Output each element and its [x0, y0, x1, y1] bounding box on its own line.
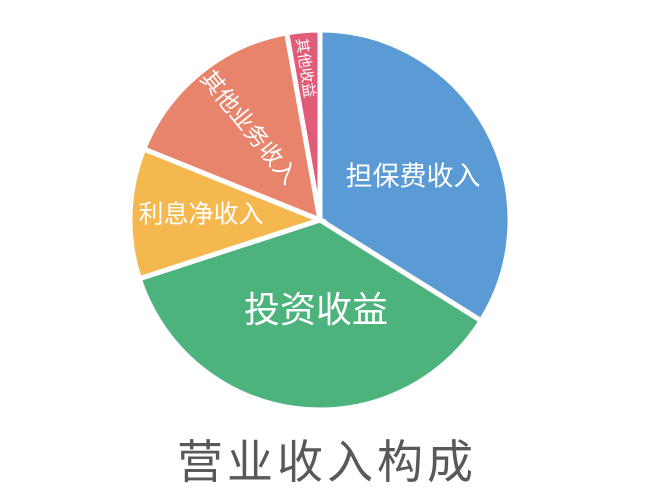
chart-title: 营业收入构成 — [177, 435, 477, 489]
pie-slice-4 — [140, 29, 324, 225]
pie-slice-5 — [283, 27, 323, 221]
pie-slice-3 — [127, 145, 328, 282]
pie-slice-2 — [136, 217, 485, 413]
